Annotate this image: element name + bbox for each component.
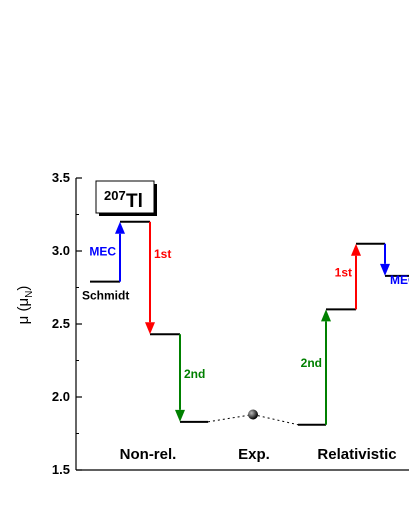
- transition-arrowhead: [351, 243, 361, 256]
- y-tick-label: 3.5: [52, 170, 70, 185]
- dotted-connector: [207, 414, 254, 423]
- group-label: Relativistic: [317, 446, 396, 463]
- labels: Schmidt MEC 1st 2nd 2nd 1st MEC Non-rel. Exp. Rel…: [82, 245, 409, 463]
- group-label: Exp.: [238, 446, 270, 463]
- dotted-connector: [252, 414, 299, 426]
- transition-arrowhead: [115, 221, 125, 234]
- level-label: Schmidt: [82, 289, 129, 303]
- nucleus-symbol: Tl: [126, 191, 143, 212]
- transition-arrowhead: [380, 263, 390, 276]
- levels: [90, 220, 409, 426]
- transition-label: 2nd: [301, 356, 322, 370]
- y-tick-label: 3.0: [52, 243, 70, 258]
- transition-arrowhead: [321, 309, 331, 322]
- transition-label: 1st: [335, 266, 352, 280]
- nucleus-label-box: 207 Tl: [95, 180, 157, 216]
- y-tick-label: 2.5: [52, 316, 70, 331]
- group-label: Non-rel.: [120, 446, 177, 463]
- y-axis-title: μ (μN): [15, 286, 35, 325]
- transition-label: 2nd: [184, 367, 205, 381]
- experimental-point: [248, 409, 258, 420]
- transition-arrowhead: [145, 322, 155, 335]
- y-tick-label: 2.0: [52, 389, 70, 404]
- transitions: [115, 221, 390, 425]
- transition-arrowhead: [175, 409, 185, 422]
- y-tick-label: 1.5: [52, 462, 70, 477]
- transition-label: 1st: [154, 247, 171, 261]
- transition-label: MEC: [390, 273, 409, 287]
- axes: 1.5 2.0 2.5 3.0 3.5: [52, 170, 409, 477]
- transition-label: MEC: [89, 245, 116, 259]
- nucleus-mass-number: 207: [104, 188, 126, 203]
